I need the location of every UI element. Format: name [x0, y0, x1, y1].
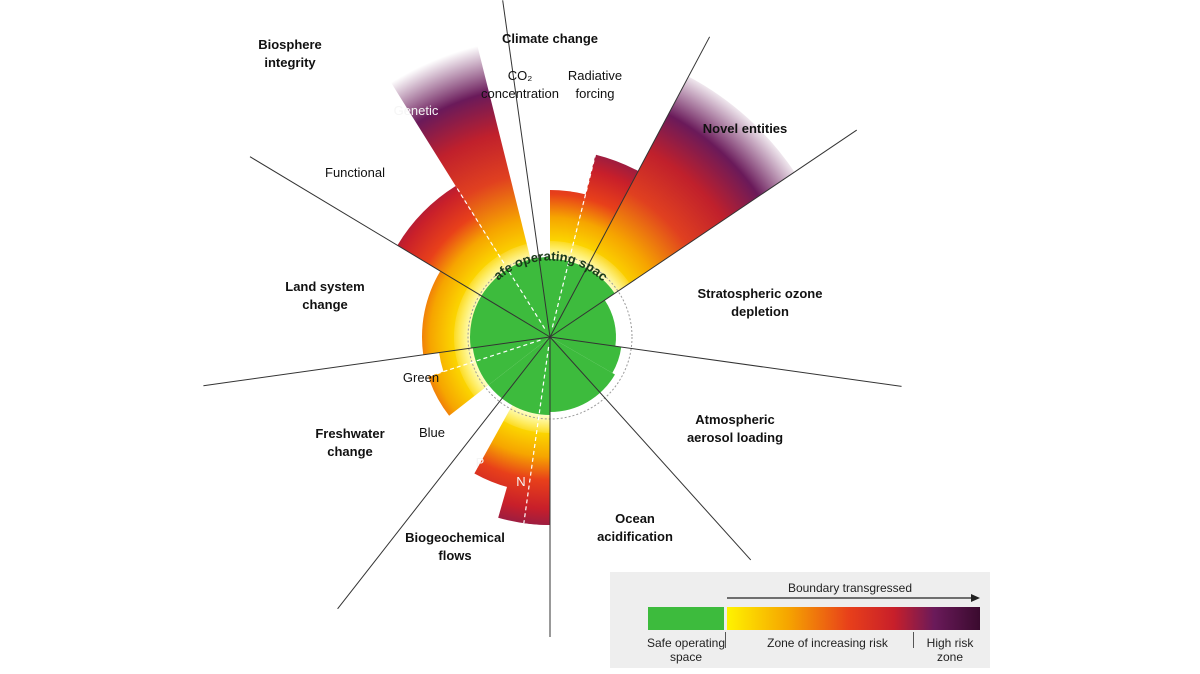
legend-high-line-2: zone: [936, 650, 964, 664]
legend-safe-line-2: space: [669, 650, 703, 664]
legend: Boundary transgressed Safe operating spa…: [610, 572, 990, 668]
biogeochemical-flows-label: Biogeochemical flows: [400, 529, 510, 565]
land-line-1: Land system: [285, 279, 365, 294]
divider-biogeo-sub: [523, 346, 550, 524]
legend-high-risk-label: High risk zone: [915, 636, 985, 664]
blue-water-label: Blue: [418, 425, 446, 440]
biogeo-line-2: flows: [438, 548, 472, 563]
ocean-line-1: Ocean: [615, 511, 655, 526]
biogeo-line-1: Biogeochemical: [405, 530, 505, 545]
radiative-label: Radiative: [567, 68, 623, 83]
legend-risk-gradient: [727, 607, 980, 630]
divider-biosphere-sub: [455, 185, 546, 329]
biosphere-line-1: Biosphere: [258, 37, 322, 52]
legend-divider-1: [725, 632, 726, 648]
biosphere-line-2: integrity: [264, 55, 316, 70]
safe-biosphere: [481, 257, 550, 337]
legend-safe-label: Safe operating space: [636, 636, 736, 664]
biosphere-integrity-label: Biosphere integrity: [245, 36, 335, 72]
freshwater-line-1: Freshwater: [315, 426, 385, 441]
climate-change-label: Climate change: [501, 31, 599, 46]
sector-divider-lines: [203, 0, 902, 637]
aerosol-loading-label: Atmospheric aerosol loading: [670, 411, 800, 447]
legend-safe-line-1: Safe operating: [646, 636, 726, 650]
axis-line-4: [549, 336, 902, 387]
axis-line-2: [549, 36, 711, 338]
ozone-depletion-label: Stratospheric ozone depletion: [680, 285, 840, 321]
axis-line-1: [502, 0, 551, 338]
legend-high-line-1: High risk: [926, 636, 974, 650]
axis-line-9: [249, 156, 551, 338]
land-system-change-label: Land system change: [270, 278, 380, 314]
ozone-line-1: Stratospheric ozone: [697, 286, 823, 301]
safe-climate: [550, 259, 615, 337]
divider-climate-sub: [551, 152, 597, 328]
land-line-2: change: [302, 297, 348, 312]
freshwater-line-2: change: [327, 444, 373, 459]
legend-risk-label: Zone of increasing risk: [767, 636, 888, 650]
novel-entities-label: Novel entities: [702, 121, 788, 136]
ocean-acidification-label: Ocean acidification: [580, 510, 690, 546]
safe-ozone: [550, 300, 616, 347]
boundary-transgressed-arrow: [727, 594, 980, 602]
radiative-forcing-label: Radiative forcing: [555, 67, 635, 103]
ocean-line-2: acidification: [597, 529, 673, 544]
boundary-transgressed-label: Boundary transgressed: [787, 581, 913, 595]
axis-line-8: [203, 336, 551, 387]
phosphorus-label: P: [475, 455, 485, 470]
aerosol-line-1: Atmospheric: [695, 412, 775, 427]
divider-freshwater-sub: [428, 339, 541, 378]
forcing-label: forcing: [575, 86, 615, 101]
concentration-label: concentration: [480, 86, 560, 101]
genetic-label: Genetic: [393, 103, 439, 118]
ozone-line-2: depletion: [731, 304, 789, 319]
green-water-label: Green: [402, 370, 440, 385]
axis-line-3: [549, 129, 858, 338]
aerosol-line-2: aerosol loading: [686, 430, 784, 445]
legend-safe-swatch: [648, 607, 724, 630]
safe-land-system: [470, 295, 550, 349]
functional-label: Functional: [325, 165, 385, 180]
safe-aerosol: [550, 337, 622, 373]
axis-line-7: [337, 336, 551, 610]
nitrogen-label: N: [516, 474, 526, 489]
co2-concentration-label: CO₂ concentration: [470, 67, 570, 103]
legend-divider-2: [913, 632, 914, 648]
co2-label: CO₂: [507, 68, 533, 83]
freshwater-change-label: Freshwater change: [300, 425, 400, 461]
safe-freshwater: [472, 337, 550, 386]
axis-line-5: [549, 336, 752, 561]
